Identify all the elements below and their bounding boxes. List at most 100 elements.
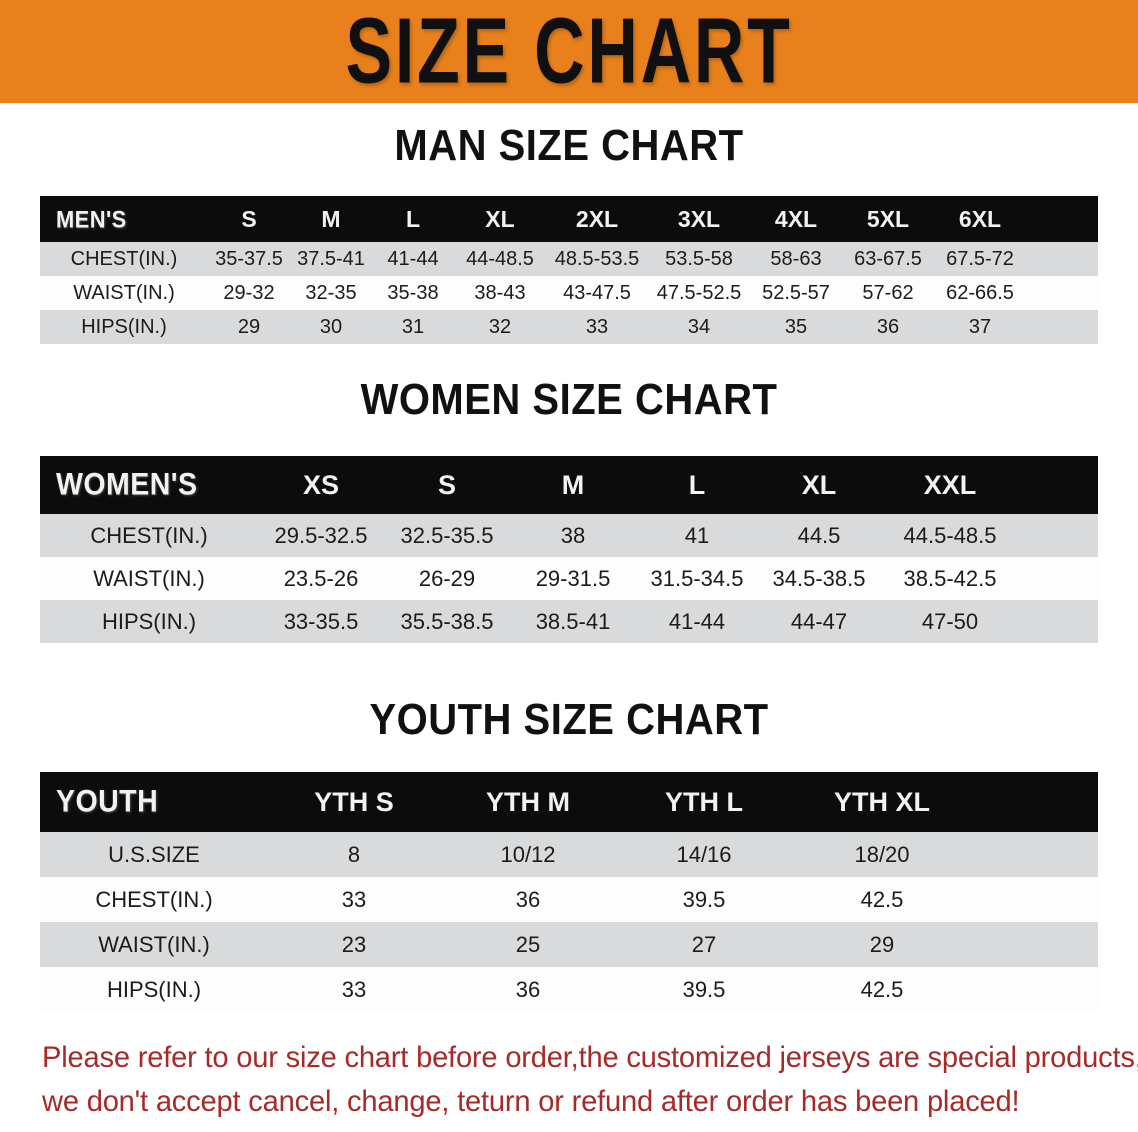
women-cell-2-3: 41-44 [668, 608, 726, 634]
man-cell-0-1: 37.5-41 [297, 247, 365, 270]
women-cell-1-4: 34.5-38.5 [772, 565, 866, 591]
youth-row-spacer-0 [972, 832, 1098, 877]
youth-cell-0-0: 8 [347, 841, 361, 867]
youth-cell-2-1: 25 [515, 931, 541, 957]
return-policy-note: Please refer to our size chart before or… [42, 1036, 1138, 1124]
youth-col-header-0: YTH S [314, 786, 394, 817]
man-corner-label-text: MEN'S [56, 204, 127, 233]
youth-cell-0-1: 10/12 [500, 841, 556, 867]
youth-header-spacer [972, 772, 1098, 832]
return-policy-note-line-1: Please refer to our size chart before or… [42, 1041, 1138, 1074]
youth-cell-0-3: 18/20 [854, 841, 910, 867]
youth-size-table: YOUTH YTH S YTH M YTH L YTH XL U.S.SIZE … [40, 772, 1098, 1012]
man-cell-2-2: 31 [401, 315, 425, 338]
youth-cell-1-1: 36 [515, 886, 541, 912]
man-cell-2-7: 36 [876, 315, 900, 338]
youth-row-label-0: U.S.SIZE [108, 841, 200, 867]
women-cell-1-2: 29-31.5 [535, 565, 611, 591]
man-col-header-1: M [321, 205, 341, 232]
women-row-spacer-1 [1020, 557, 1098, 600]
youth-cell-2-0: 23 [341, 931, 367, 957]
women-col-header-3: L [688, 469, 706, 500]
women-row-label-1: WAIST(IN.) [93, 565, 205, 591]
youth-col-header-3: YTH XL [833, 786, 930, 817]
table-row: U.S.SIZE 8 10/12 14/16 18/20 [40, 832, 1098, 877]
table-row: WAIST(IN.) 23.5-26 26-29 29-31.5 31.5-34… [40, 557, 1098, 600]
table-row: WAIST(IN.) 23 25 27 29 [40, 922, 1098, 967]
women-row-spacer-2 [1020, 600, 1098, 643]
man-cell-2-4: 33 [585, 315, 609, 338]
women-col-header-2: M [561, 469, 585, 500]
women-cell-0-5: 44.5-48.5 [903, 522, 997, 548]
man-cell-2-3: 32 [488, 315, 512, 338]
man-cell-2-6: 35 [784, 315, 808, 338]
man-cell-0-6: 58-63 [770, 247, 822, 270]
women-header-spacer [1020, 456, 1098, 514]
youth-cell-1-3: 42.5 [860, 886, 904, 912]
man-cell-1-6: 52.5-57 [762, 281, 830, 304]
women-cell-2-5: 47-50 [921, 608, 979, 634]
banner-title: SIZE CHART [345, 0, 793, 103]
man-cell-1-5: 47.5-52.5 [656, 281, 742, 304]
man-col-header-6: 4XL [774, 205, 818, 232]
women-cell-0-2: 38 [560, 522, 586, 548]
man-col-header-4: 2XL [575, 205, 619, 232]
man-cell-0-5: 53.5-58 [665, 247, 733, 270]
table-row: WAIST(IN.) 29-32 32-35 35-38 38-43 43-47… [40, 276, 1098, 310]
man-row-label-1: WAIST(IN.) [73, 281, 175, 304]
women-cell-2-1: 35.5-38.5 [400, 608, 494, 634]
women-row-label-2: HIPS(IN.) [101, 608, 197, 634]
women-cell-2-2: 38.5-41 [535, 608, 611, 634]
women-cell-0-1: 32.5-35.5 [400, 522, 494, 548]
man-col-header-3: XL [485, 205, 515, 232]
man-cell-1-8: 62-66.5 [946, 281, 1014, 304]
man-header-spacer [1026, 196, 1098, 242]
women-cell-1-5: 38.5-42.5 [903, 565, 997, 591]
man-row-spacer-0 [1026, 242, 1098, 276]
youth-row-label-2: WAIST(IN.) [98, 931, 210, 957]
man-cell-1-0: 29-32 [223, 281, 275, 304]
man-cell-0-2: 41-44 [387, 247, 439, 270]
man-cell-1-2: 35-38 [387, 281, 439, 304]
women-cell-0-4: 44.5 [797, 522, 841, 548]
man-cell-0-4: 48.5-53.5 [554, 247, 640, 270]
table-row: HIPS(IN.) 33 36 39.5 42.5 [40, 967, 1098, 1012]
youth-row-label-3: HIPS(IN.) [106, 976, 202, 1002]
women-cell-2-0: 33-35.5 [283, 608, 359, 634]
women-cell-1-1: 26-29 [418, 565, 476, 591]
table-row: CHEST(IN.) 29.5-32.5 32.5-35.5 38 41 44.… [40, 514, 1098, 557]
man-cell-1-3: 38-43 [474, 281, 526, 304]
man-cell-1-4: 43-47.5 [563, 281, 631, 304]
youth-cell-3-3: 42.5 [860, 976, 904, 1002]
youth-cell-0-2: 14/16 [676, 841, 732, 867]
youth-cell-3-2: 39.5 [682, 976, 726, 1002]
return-policy-note-line-2: we don't accept cancel, change, teturn o… [42, 1085, 1020, 1118]
man-row-label-0: CHEST(IN.) [70, 247, 178, 270]
man-cell-2-5: 34 [687, 315, 711, 338]
youth-corner-label: YOUTH [40, 772, 268, 832]
women-col-header-4: XL [801, 469, 837, 500]
women-corner-label-text: WOMEN'S [56, 466, 198, 502]
page-banner: SIZE CHART [0, 0, 1138, 103]
women-col-header-1: S [437, 469, 456, 500]
man-row-spacer-2 [1026, 310, 1098, 344]
man-cell-2-8: 37 [968, 315, 992, 338]
man-cell-1-1: 32-35 [305, 281, 357, 304]
women-cell-1-0: 23.5-26 [283, 565, 359, 591]
youth-cell-1-2: 39.5 [682, 886, 726, 912]
women-section-title: WOMEN SIZE CHART [360, 376, 778, 424]
table-row: CHEST(IN.) 33 36 39.5 42.5 [40, 877, 1098, 922]
man-row-label-2: HIPS(IN.) [81, 315, 167, 338]
man-col-header-7: 5XL [866, 205, 910, 232]
youth-row-spacer-3 [972, 967, 1098, 1012]
table-row: HIPS(IN.) 33-35.5 35.5-38.5 38.5-41 41-4… [40, 600, 1098, 643]
man-col-header-8: 6XL [958, 205, 1002, 232]
women-row-label-0: CHEST(IN.) [90, 522, 208, 548]
women-cell-2-4: 44-47 [790, 608, 848, 634]
women-cell-0-3: 41 [684, 522, 710, 548]
youth-row-spacer-2 [972, 922, 1098, 967]
youth-corner-label-text: YOUTH [56, 783, 159, 819]
youth-col-header-2: YTH L [665, 786, 743, 817]
youth-col-header-1: YTH M [486, 786, 570, 817]
